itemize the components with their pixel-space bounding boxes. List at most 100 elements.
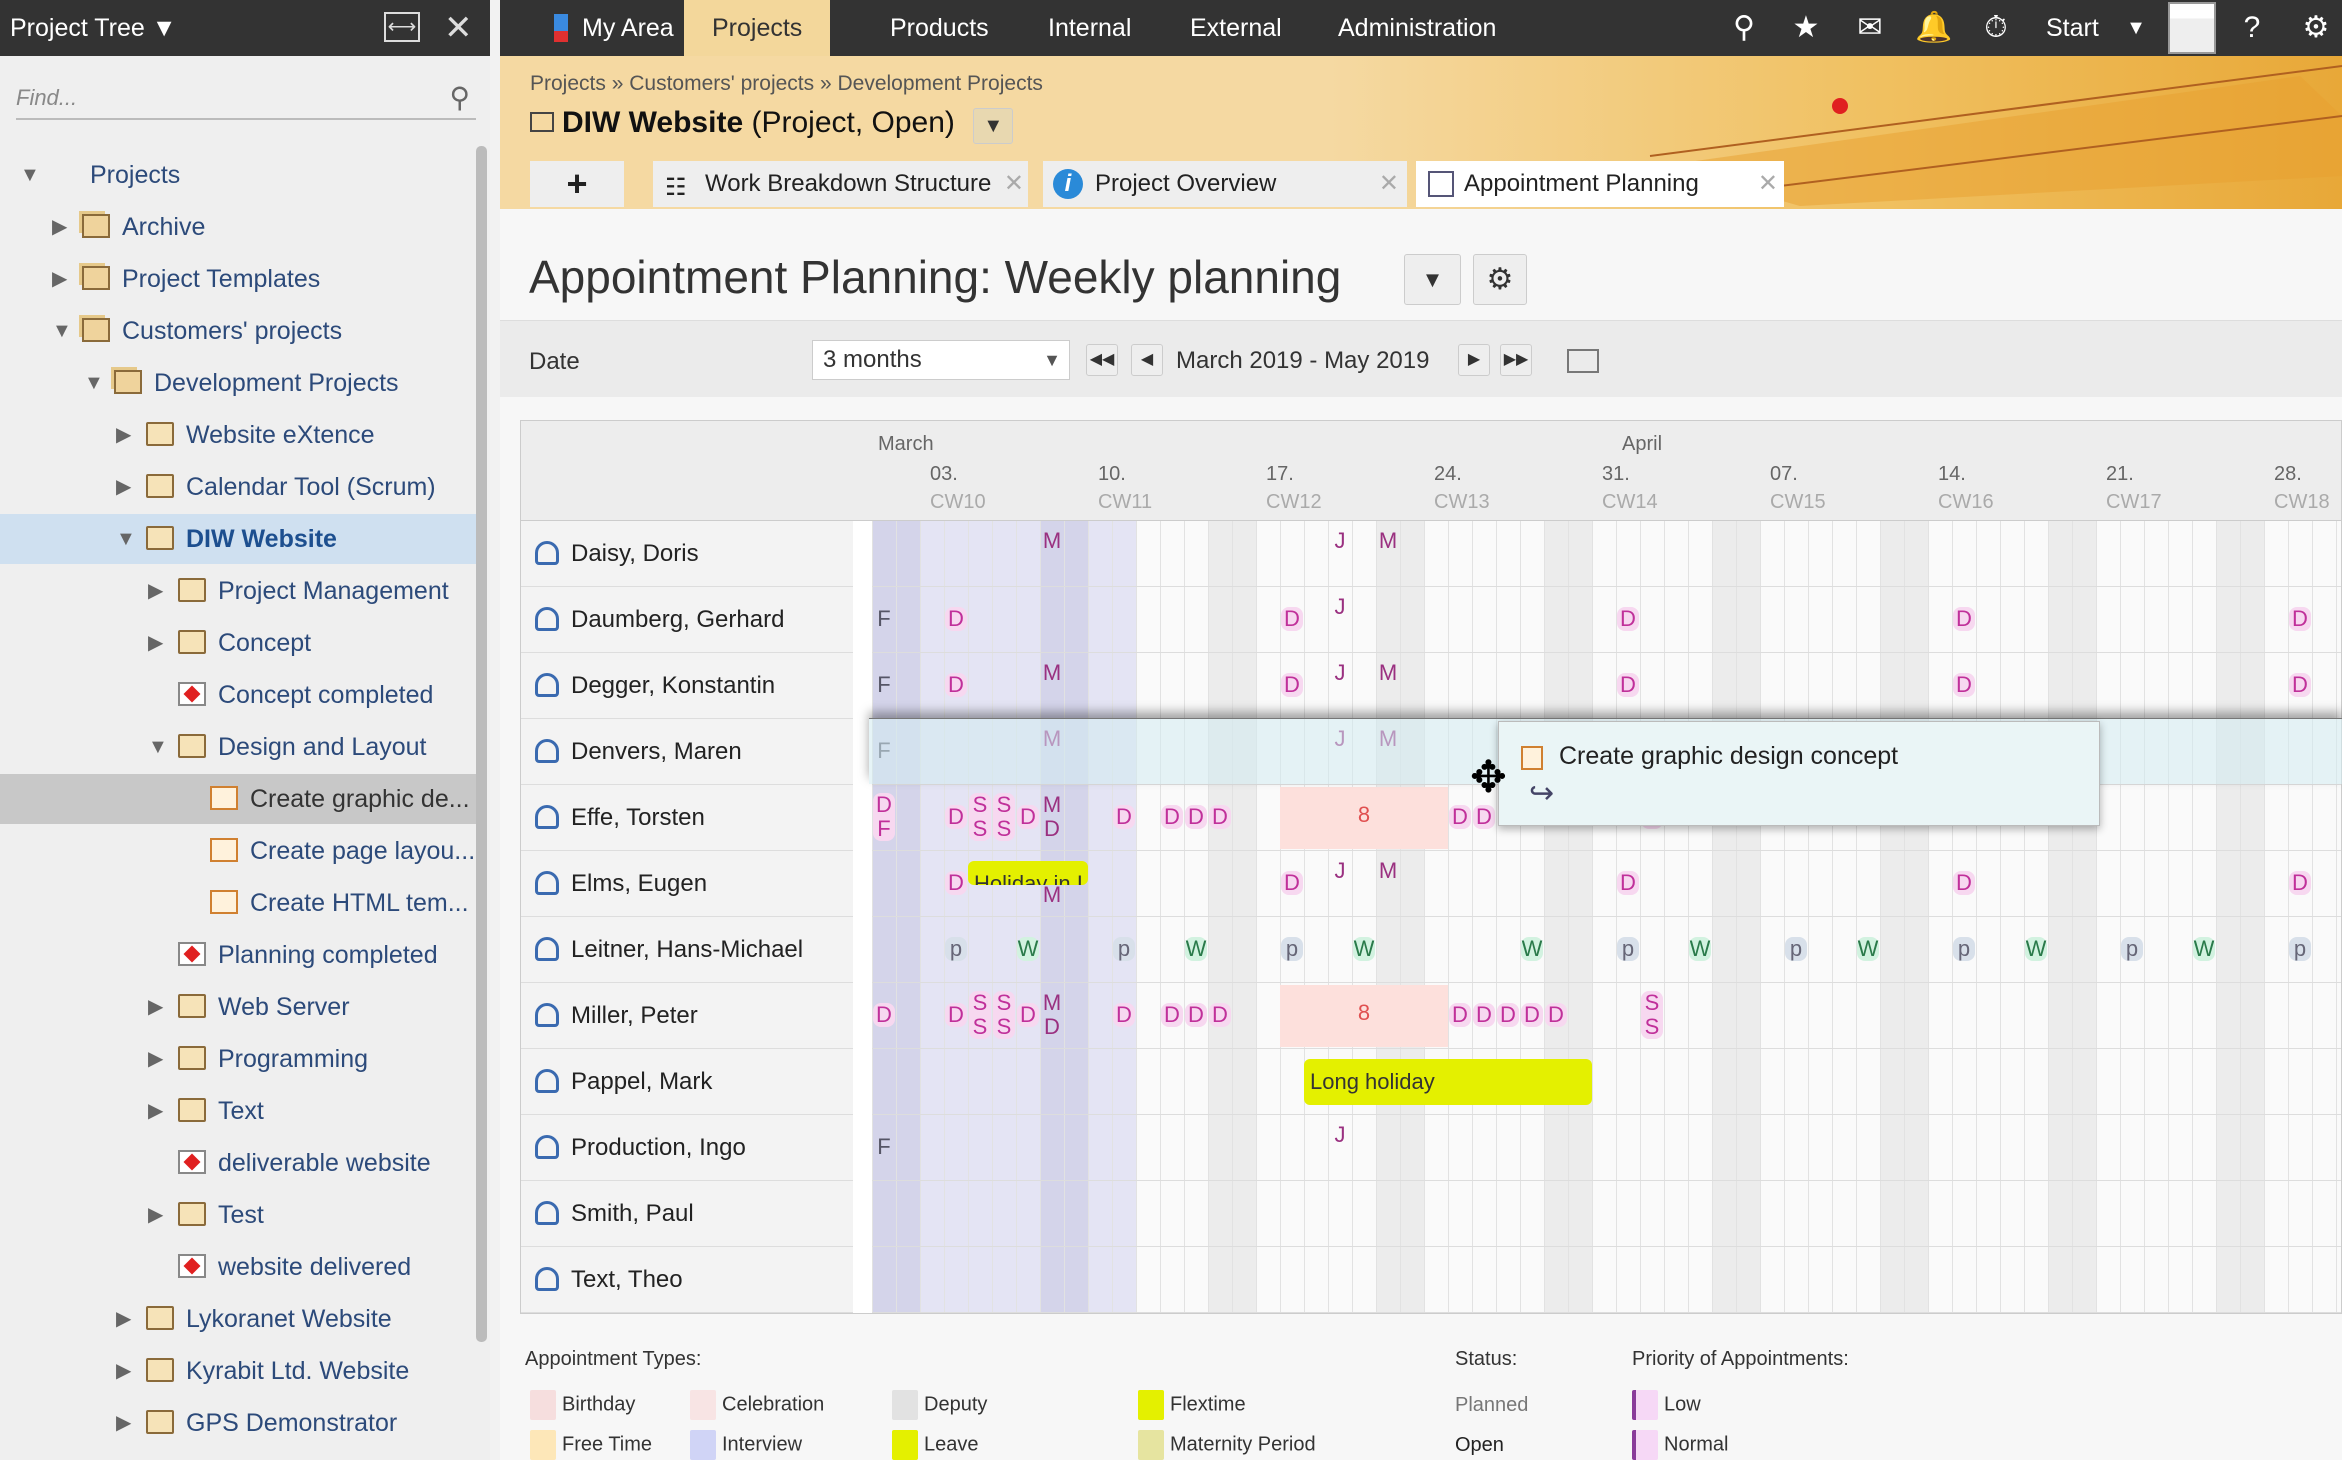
appointment-mark[interactable]: D [1281, 871, 1303, 895]
person-row[interactable]: Daumberg, Gerhard [521, 587, 853, 653]
tree-item[interactable]: ▼ Customers' projects [0, 306, 478, 356]
appointment-mark[interactable]: D [945, 1003, 967, 1027]
tree-scrollbar[interactable] [476, 146, 487, 1342]
appointment-mark[interactable]: p [1281, 937, 1303, 961]
collapse-toggle-icon[interactable]: ▼ [20, 164, 40, 186]
gear-icon[interactable]: ⚙ [2302, 11, 2330, 44]
appointment-mark[interactable]: J [1334, 858, 1346, 883]
appointment-mark[interactable]: S S [969, 793, 991, 841]
tab-project-overview[interactable]: i Project Overview ✕ [1043, 161, 1407, 207]
add-tab-button[interactable]: + [530, 161, 624, 207]
appointment-mark[interactable]: J [1334, 528, 1346, 553]
tab-work-breakdown-structure[interactable]: ☷ Work Breakdown Structure ✕ [653, 161, 1028, 207]
tree-item[interactable]: ▼ DIW Website [0, 514, 478, 564]
expand-toggle-icon[interactable]: ▶ [148, 1048, 164, 1070]
expand-toggle-icon[interactable]: ▶ [148, 1204, 164, 1226]
appointment-mark[interactable]: D [945, 607, 967, 631]
appointment-mark[interactable]: D [1545, 1003, 1567, 1027]
tree-item[interactable]: ▼ Development Projects [0, 358, 478, 408]
breadcrumb-development-projects[interactable]: Development Projects [837, 72, 1043, 95]
appointment-mark[interactable]: M [1042, 660, 1062, 685]
close-tab-icon[interactable]: ✕ [1003, 170, 1024, 197]
star-icon[interactable]: ★ [1792, 11, 1820, 44]
layout-toggle-icon[interactable] [1567, 349, 1599, 373]
appointment-mark[interactable]: D [1281, 673, 1303, 697]
next-button[interactable]: ▶ [1458, 344, 1490, 376]
chevron-down-icon[interactable]: ▼ [2126, 17, 2146, 39]
appointment-mark[interactable]: D [1473, 805, 1495, 829]
appointment-mark[interactable]: p [1953, 937, 1975, 961]
appointment-mark[interactable]: J [1334, 1122, 1346, 1147]
view-dropdown-button[interactable]: ▼ [1404, 254, 1461, 305]
appointment-mark[interactable]: p [1785, 937, 1807, 961]
nav-tab-external[interactable]: External [1190, 14, 1282, 42]
nav-tab-projects[interactable]: Projects [684, 0, 831, 56]
expand-toggle-icon[interactable]: ▶ [148, 632, 164, 654]
appointment-mark[interactable]: S S [993, 991, 1015, 1039]
appointment-mark[interactable]: M [1378, 528, 1398, 553]
appointment-mark[interactable]: W [1017, 936, 1039, 961]
tree-item[interactable]: Concept completed [0, 670, 478, 720]
tree-item[interactable]: ▼ Projects [0, 150, 478, 200]
nav-tab-internal[interactable]: Internal [1048, 14, 1132, 42]
nav-tab-products[interactable]: Products [890, 14, 989, 42]
project-tree-dropdown[interactable]: Project Tree ▼ [10, 14, 177, 42]
expand-toggle-icon[interactable]: ▶ [116, 476, 132, 498]
tree-item[interactable]: ▶ Lykoranet Website [0, 1294, 478, 1344]
collapse-toggle-icon[interactable]: ▼ [52, 320, 72, 342]
collapse-toggle-icon[interactable]: ▼ [116, 528, 136, 550]
appointment-mark[interactable]: S S [969, 991, 991, 1039]
drag-popup[interactable]: Create graphic design concept ↪ [1498, 721, 2100, 826]
mail-icon[interactable]: ✉ [1857, 11, 1883, 44]
tree-item[interactable]: ▶ Programming [0, 1034, 478, 1084]
previous-button[interactable]: ◀ [1131, 344, 1163, 376]
resize-panel-icon[interactable]: ⟷ [384, 12, 420, 42]
appointment-mark[interactable]: D [1617, 871, 1639, 895]
holiday-block[interactable]: Holiday in I [968, 861, 1088, 885]
appointment-mark[interactable]: D [2289, 607, 2311, 631]
appointment-mark[interactable]: S S [1641, 991, 1663, 1039]
person-row[interactable]: Denvers, Maren [521, 719, 853, 785]
appointment-mark[interactable]: D [1617, 673, 1639, 697]
nav-tab-administration[interactable]: Administration [1338, 14, 1497, 42]
tree-item[interactable]: website delivered [0, 1242, 478, 1292]
appointment-mark[interactable]: M [1378, 858, 1398, 883]
tree-item[interactable]: ▼ Design and Layout [0, 722, 478, 772]
person-row[interactable]: Production, Ingo [521, 1115, 853, 1181]
expand-toggle-icon[interactable]: ▶ [148, 1100, 164, 1122]
holiday-block[interactable]: Long holiday [1304, 1059, 1592, 1105]
tree-item[interactable]: deliverable website [0, 1138, 478, 1188]
appointment-mark[interactable]: p [1617, 937, 1639, 961]
appointment-mark[interactable]: D [1953, 607, 1975, 631]
first-page-button[interactable]: ◀◀ [1086, 344, 1118, 376]
appointment-mark[interactable]: p [2121, 937, 2143, 961]
person-row[interactable]: Smith, Paul [521, 1181, 853, 1247]
person-row[interactable]: Elms, Eugen [521, 851, 853, 917]
appointment-mark[interactable]: D [945, 871, 967, 895]
close-tab-icon[interactable]: ✕ [1378, 170, 1399, 197]
appointment-mark[interactable]: D [1209, 805, 1231, 829]
appointment-mark[interactable]: p [945, 937, 967, 961]
appointment-mark[interactable]: D [1617, 607, 1639, 631]
appointment-mark[interactable]: W [2193, 936, 2215, 961]
user-avatar[interactable] [2168, 2, 2216, 54]
appointment-mark[interactable]: F [877, 672, 891, 697]
start-menu[interactable]: Start [2046, 14, 2099, 42]
appointment-count-block[interactable]: 8 [1280, 985, 1448, 1047]
appointment-mark[interactable]: D [945, 673, 967, 697]
tree-item[interactable]: ▶ Kyrabit Ltd. Website [0, 1346, 478, 1396]
appointment-mark[interactable]: D [1185, 1003, 1207, 1027]
tree-item[interactable]: ▶ Archive [0, 202, 478, 252]
tree-item[interactable]: ▶ Web Server [0, 982, 478, 1032]
find-input[interactable]: Find... ⚲ [16, 76, 476, 120]
close-panel-icon[interactable]: ✕ [444, 9, 473, 47]
appointment-mark[interactable]: p [1113, 937, 1135, 961]
tree-item[interactable]: ▶ Website eXtence [0, 410, 478, 460]
appointment-mark[interactable]: M [1042, 528, 1062, 553]
last-page-button[interactable]: ▶▶ [1500, 344, 1532, 376]
person-row[interactable]: Miller, Peter [521, 983, 853, 1049]
tree-item[interactable]: Create HTML tem... [0, 878, 478, 928]
appointment-mark[interactable]: D [1521, 1003, 1543, 1027]
appointment-mark[interactable]: W [1857, 936, 1879, 961]
appointment-mark[interactable]: D [1161, 805, 1183, 829]
